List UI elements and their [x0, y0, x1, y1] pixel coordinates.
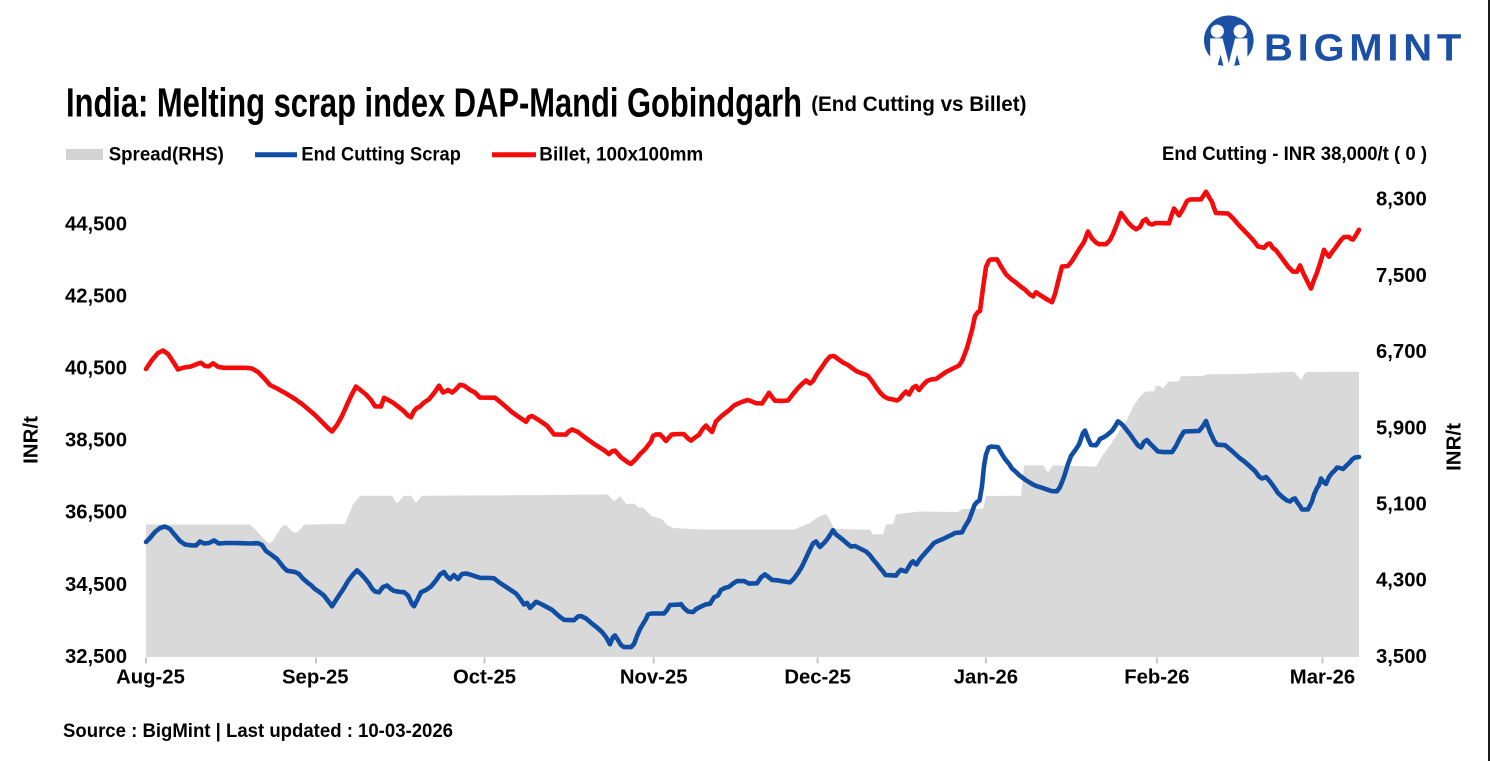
svg-text:Dec-25: Dec-25	[784, 667, 851, 689]
svg-text:34,500: 34,500	[65, 574, 127, 596]
svg-text:42,500: 42,500	[65, 285, 127, 307]
svg-text:Nov-25: Nov-25	[620, 667, 688, 689]
svg-text:Billet, 100x100mm: Billet, 100x100mm	[539, 144, 703, 166]
svg-text:End Cutting Scrap: End Cutting Scrap	[301, 144, 461, 166]
svg-text:BIGMINT: BIGMINT	[1264, 28, 1466, 70]
svg-text:Feb-26: Feb-26	[1124, 667, 1189, 689]
svg-text:7,500: 7,500	[1376, 265, 1427, 287]
svg-text:36,500: 36,500	[65, 502, 127, 524]
svg-text:Aug-25: Aug-25	[116, 667, 185, 689]
svg-text:Source : BigMint | Last update: Source : BigMint | Last updated : 10-03-…	[63, 720, 453, 742]
svg-text:India: Melting scrap index DAP: India: Melting scrap index DAP-Mandi Gob…	[66, 80, 802, 126]
svg-text:44,500: 44,500	[65, 213, 127, 235]
svg-text:5,900: 5,900	[1376, 417, 1427, 439]
svg-text:5,100: 5,100	[1376, 494, 1427, 516]
svg-text:End Cutting - INR 38,000/t ( 0: End Cutting - INR 38,000/t ( 0 )	[1162, 143, 1427, 165]
svg-text:(End Cutting vs Billet): (End Cutting vs Billet)	[811, 92, 1026, 116]
svg-text:Oct-25: Oct-25	[453, 667, 516, 689]
svg-text:3,500: 3,500	[1376, 646, 1427, 668]
svg-text:INR/t: INR/t	[1443, 423, 1466, 471]
svg-text:Jan-26: Jan-26	[954, 667, 1018, 689]
svg-text:8,300: 8,300	[1376, 189, 1427, 211]
svg-text:Spread(RHS): Spread(RHS)	[109, 144, 224, 166]
svg-text:Mar-26: Mar-26	[1290, 667, 1355, 689]
svg-text:40,500: 40,500	[65, 358, 127, 380]
svg-text:Sep-25: Sep-25	[282, 667, 349, 689]
svg-text:6,700: 6,700	[1376, 341, 1427, 363]
svg-text:32,500: 32,500	[65, 646, 127, 668]
svg-text:INR/t: INR/t	[20, 416, 43, 464]
svg-text:4,300: 4,300	[1376, 570, 1427, 592]
svg-text:38,500: 38,500	[65, 430, 127, 452]
